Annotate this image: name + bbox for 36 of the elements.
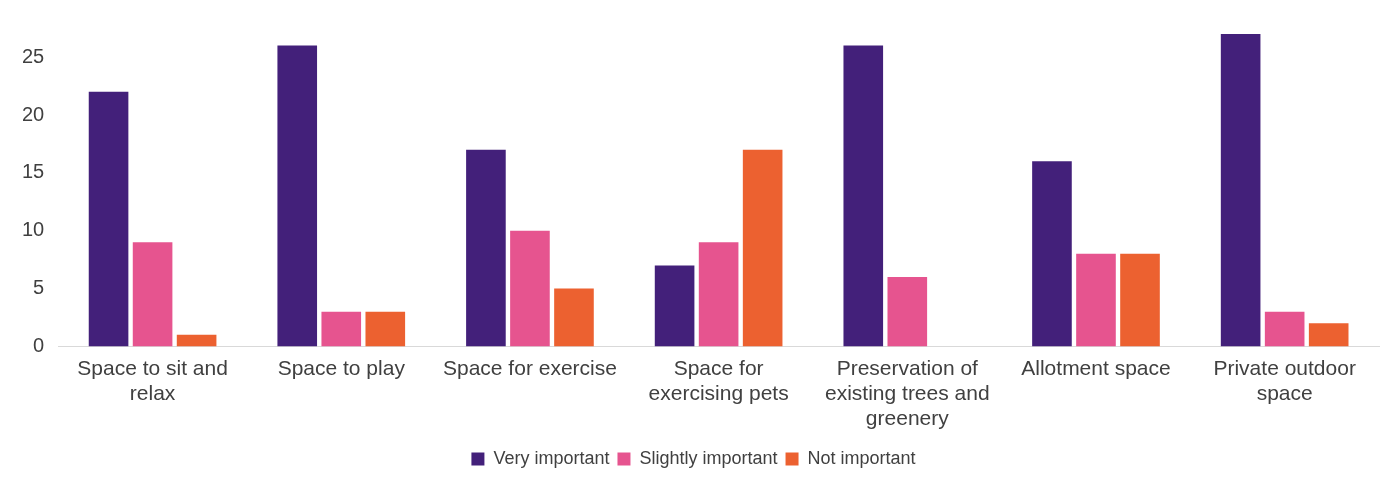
bar [1220, 34, 1261, 347]
bar [466, 149, 506, 347]
bar [510, 230, 550, 347]
bar [1264, 311, 1305, 347]
x-tick-label: Space to sit and relax [77, 355, 228, 404]
x-tick-label: Allotment space [1021, 355, 1171, 379]
y-tick-label: 5 [33, 276, 45, 299]
bar [698, 242, 739, 347]
x-tick-label: Space for exercising pets [648, 355, 789, 404]
bar [365, 311, 406, 347]
bar [887, 276, 928, 347]
bar [843, 45, 884, 347]
y-tick-label: 20 [22, 102, 45, 125]
bar [1120, 253, 1160, 347]
bar [321, 311, 362, 347]
y-tick-label: 0 [33, 333, 45, 356]
bar [1076, 253, 1116, 347]
x-tick-label: Preservation of existing trees and greenery [825, 355, 990, 430]
legend-label: Not important [807, 447, 916, 468]
bar [277, 45, 318, 347]
bar [132, 242, 173, 347]
bar [176, 334, 217, 347]
y-tick-label: 10 [22, 218, 45, 241]
y-tick-label: 15 [22, 160, 45, 183]
x-tick-label: Private outdoor space [1213, 355, 1356, 404]
bar [554, 288, 594, 347]
bar [88, 91, 129, 347]
y-tick-label: 25 [22, 44, 45, 67]
bar [1308, 323, 1349, 347]
x-tick-label: Space to play [277, 355, 406, 379]
bar [1032, 161, 1072, 347]
legend-label: Slightly important [639, 447, 778, 468]
bar [654, 265, 695, 347]
bar [742, 149, 783, 347]
legend-label: Very important [493, 447, 610, 468]
x-tick-label: Space for exercise [442, 355, 617, 379]
